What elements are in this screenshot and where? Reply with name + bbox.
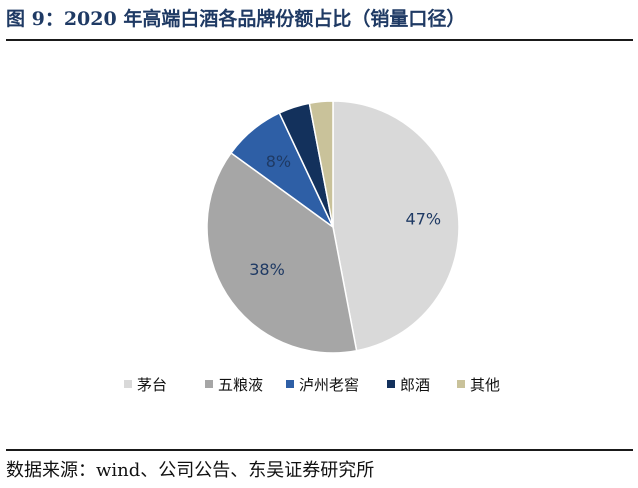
legend-label: 茅台 <box>137 375 168 394</box>
source-divider <box>6 449 633 451</box>
pie-chart: 47% 38% 8% <box>206 100 460 354</box>
slice-data-label: 38% <box>249 260 285 279</box>
legend-swatch <box>387 380 395 388</box>
legend-item: 郎酒 <box>387 372 430 396</box>
legend-label: 泸州老窖 <box>299 375 360 394</box>
legend-swatch <box>457 380 465 388</box>
legend-label: 五粮液 <box>218 375 264 394</box>
pie-slice <box>332 100 460 352</box>
legend-item: 五粮液 <box>205 372 263 396</box>
legend-swatch <box>205 380 213 388</box>
legend-item: 泸州老窖 <box>286 372 359 396</box>
legend-item: 茅台 <box>124 372 167 396</box>
pie-slice <box>308 100 334 228</box>
source-note: 数据来源：wind、公司公告、东吴证券研究所 <box>6 460 375 481</box>
legend-label: 郎酒 <box>400 375 431 394</box>
slice-data-label: 8% <box>266 152 291 171</box>
legend-swatch <box>286 380 294 388</box>
legend-label: 其他 <box>470 375 501 394</box>
legend-swatch <box>124 380 132 388</box>
legend-item: 其他 <box>457 372 500 396</box>
figure-title: 图 9：2020 年高端白酒各品牌份额占比（销量口径） <box>6 8 466 30</box>
title-divider <box>6 39 633 41</box>
pie-slice <box>206 151 358 354</box>
chart-legend: 茅台 五粮液 泸州老窖 郎酒 其他 <box>0 372 638 396</box>
slice-data-label: 47% <box>406 210 442 229</box>
